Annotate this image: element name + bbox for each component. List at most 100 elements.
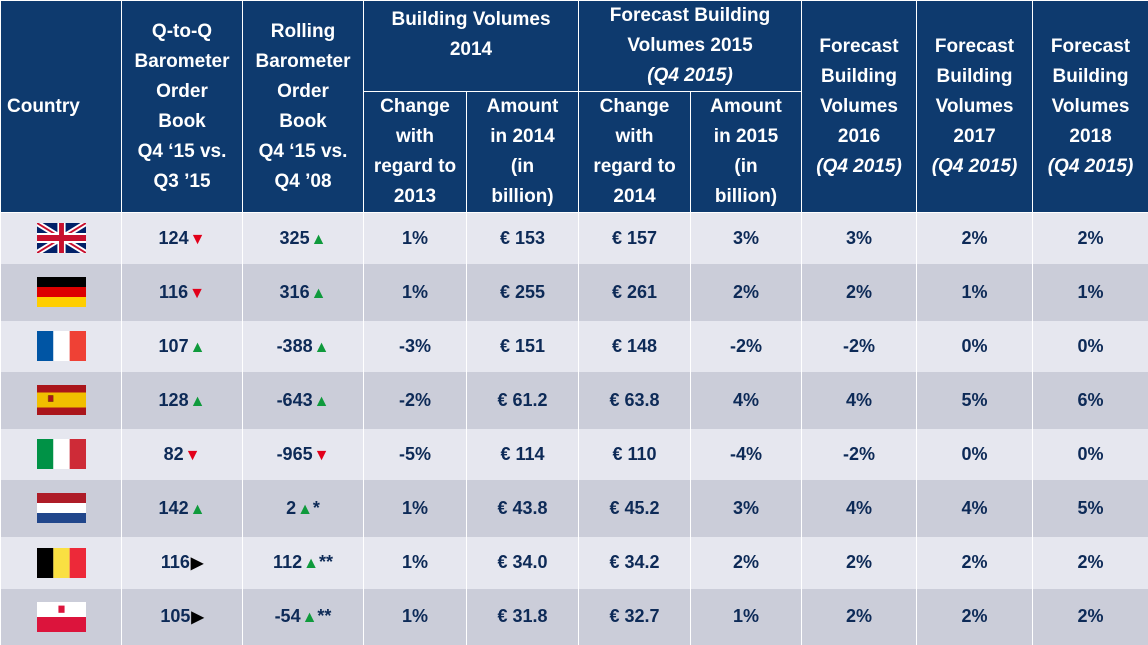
change-2013-cell: 1% bbox=[364, 589, 467, 645]
rolling-value: 316 bbox=[280, 282, 310, 302]
amount-2014-cell: € 61.2 bbox=[467, 372, 579, 429]
forecast-2018-cell: 0% bbox=[1033, 429, 1148, 480]
trend-arrow-icon: ▲ bbox=[190, 393, 206, 410]
trend-arrow-icon: ▲ bbox=[302, 609, 318, 626]
trend-arrow-icon: ▲ bbox=[303, 555, 319, 572]
change-2014-cell: € 157 bbox=[579, 213, 691, 264]
uk-flag-icon bbox=[37, 223, 86, 253]
qq-cell: 82▼ bbox=[122, 429, 243, 480]
country-cell bbox=[1, 537, 122, 589]
change-2014-cell: € 45.2 bbox=[579, 480, 691, 537]
qq-value: 128 bbox=[159, 390, 189, 410]
forecast-2016-cell: 2% bbox=[802, 264, 917, 321]
country-cell bbox=[1, 213, 122, 264]
forecast-2017-cell: 2% bbox=[917, 537, 1033, 589]
forecast-2016-cell: 2% bbox=[802, 537, 917, 589]
rolling-value: -54 bbox=[275, 606, 301, 626]
footnote-marker: ** bbox=[319, 552, 333, 572]
qq-cell: 128▲ bbox=[122, 372, 243, 429]
forecast-2018-cell: 2% bbox=[1033, 589, 1148, 645]
trend-arrow-icon: ▲ bbox=[190, 501, 206, 518]
amount-2014-cell: € 114 bbox=[467, 429, 579, 480]
qq-cell: 105▶ bbox=[122, 589, 243, 645]
trend-arrow-icon: ▲ bbox=[311, 285, 327, 302]
amount-2014-cell: € 31.8 bbox=[467, 589, 579, 645]
amount-2014-cell: € 153 bbox=[467, 213, 579, 264]
forecast-2017-cell: 4% bbox=[917, 480, 1033, 537]
rolling-cell: -54▲** bbox=[243, 589, 364, 645]
forecast-2018-cell: 0% bbox=[1033, 321, 1148, 372]
qq-value: 142 bbox=[159, 498, 189, 518]
trend-arrow-icon: ▲ bbox=[311, 231, 327, 248]
change-2013-cell: 1% bbox=[364, 480, 467, 537]
forecast-2017-cell: 0% bbox=[917, 429, 1033, 480]
change-2013-cell: -5% bbox=[364, 429, 467, 480]
rolling-value: 2 bbox=[286, 498, 296, 518]
rolling-value: 325 bbox=[280, 228, 310, 248]
change-2014-cell: € 110 bbox=[579, 429, 691, 480]
forecast-2016-cell: 4% bbox=[802, 372, 917, 429]
country-cell bbox=[1, 480, 122, 537]
trend-arrow-icon: ▼ bbox=[190, 231, 206, 248]
trend-arrow-icon: ▲ bbox=[190, 339, 206, 356]
forecast-2017-cell: 2% bbox=[917, 589, 1033, 645]
spain-flag-icon bbox=[37, 385, 86, 415]
forecast-2018-cell: 6% bbox=[1033, 372, 1148, 429]
trend-arrow-icon: ▲ bbox=[297, 501, 313, 518]
qq-value: 105 bbox=[160, 606, 190, 626]
change-2013-cell: -2% bbox=[364, 372, 467, 429]
amount-2015-cell: 2% bbox=[691, 537, 802, 589]
qq-value: 116 bbox=[161, 552, 190, 572]
trend-arrow-icon: ▲ bbox=[314, 393, 330, 410]
table-row: 124▼ 325▲ 1% € 153 € 157 3% 3% 2% 2% bbox=[1, 213, 1148, 264]
change-2014-cell: € 63.8 bbox=[579, 372, 691, 429]
country-cell bbox=[1, 589, 122, 645]
table-row: 116▼ 316▲ 1% € 255 € 261 2% 2% 1% 1% bbox=[1, 264, 1148, 321]
forecast-2017-cell: 1% bbox=[917, 264, 1033, 321]
forecast-2017-cell: 0% bbox=[917, 321, 1033, 372]
change-2013-cell: 1% bbox=[364, 537, 467, 589]
rolling-value: -388 bbox=[277, 336, 313, 356]
trend-arrow-icon: ▶ bbox=[191, 609, 203, 626]
rolling-cell: 316▲ bbox=[243, 264, 364, 321]
qq-cell: 124▼ bbox=[122, 213, 243, 264]
amount-2014-cell: € 255 bbox=[467, 264, 579, 321]
qq-cell: 116▶ bbox=[122, 537, 243, 589]
belgium-flag-icon bbox=[37, 548, 86, 578]
rolling-value: -965 bbox=[277, 444, 313, 464]
forecast-2017-cell: 5% bbox=[917, 372, 1033, 429]
forecast-2016-cell: 4% bbox=[802, 480, 917, 537]
change-2014-cell: € 34.2 bbox=[579, 537, 691, 589]
amount-2015-cell: 4% bbox=[691, 372, 802, 429]
qq-value: 124 bbox=[159, 228, 189, 248]
qq-value: 107 bbox=[159, 336, 189, 356]
qq-cell: 142▲ bbox=[122, 480, 243, 537]
change-2014-cell: € 32.7 bbox=[579, 589, 691, 645]
forecast-2016-cell: -2% bbox=[802, 429, 917, 480]
change-2013-cell: -3% bbox=[364, 321, 467, 372]
rolling-cell: 325▲ bbox=[243, 213, 364, 264]
change-2014-cell: € 261 bbox=[579, 264, 691, 321]
rolling-value: 112 bbox=[273, 552, 302, 572]
france-flag-icon bbox=[37, 331, 86, 361]
forecast-2016-cell: 2% bbox=[802, 589, 917, 645]
qq-value: 82 bbox=[164, 444, 184, 464]
forecast-2016-cell: -2% bbox=[802, 321, 917, 372]
rolling-cell: 2▲* bbox=[243, 480, 364, 537]
trend-arrow-icon: ▶ bbox=[191, 555, 203, 572]
rolling-cell: -388▲ bbox=[243, 321, 364, 372]
trend-arrow-icon: ▼ bbox=[185, 447, 201, 464]
netherlands-flag-icon bbox=[37, 493, 86, 523]
change-2014-cell: € 148 bbox=[579, 321, 691, 372]
table-row: 105▶ -54▲** 1% € 31.8 € 32.7 1% 2% 2% 2% bbox=[1, 589, 1148, 645]
qq-cell: 116▼ bbox=[122, 264, 243, 321]
table-row: 82▼ -965▼ -5% € 114 € 110 -4% -2% 0% 0% bbox=[1, 429, 1148, 480]
trend-arrow-icon: ▼ bbox=[314, 447, 330, 464]
forecast-2018-cell: 2% bbox=[1033, 537, 1148, 589]
